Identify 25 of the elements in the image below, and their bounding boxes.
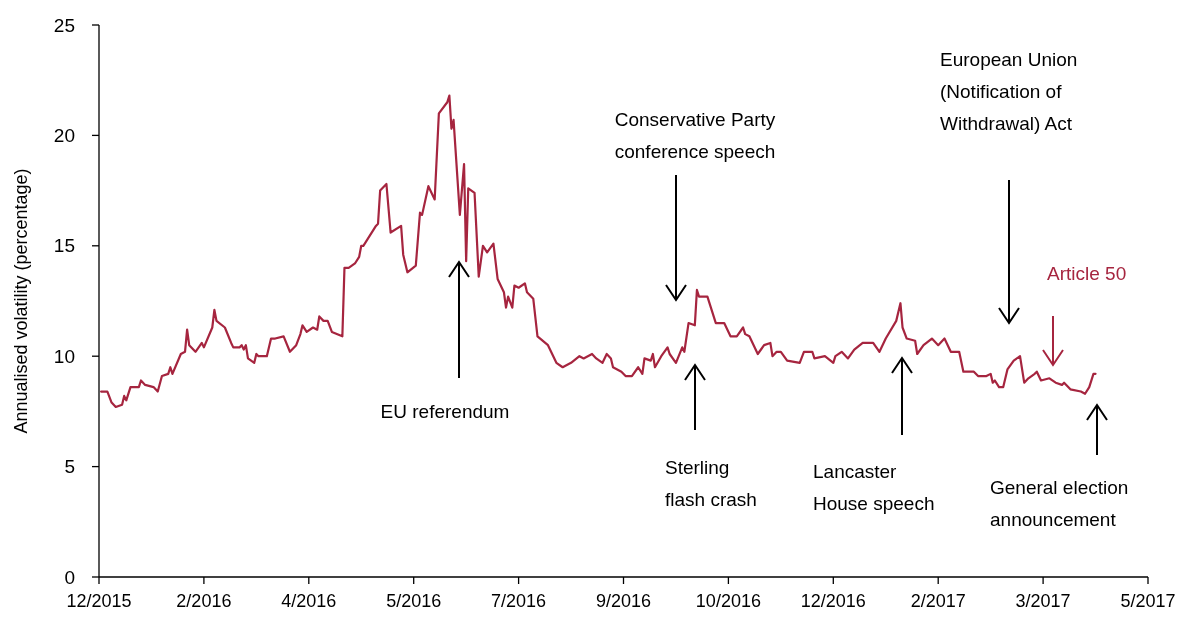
x-tick-label: 2/2016: [176, 591, 232, 611]
x-tick-label: 9/2016: [595, 591, 652, 611]
annotation: Lancaster House speech: [813, 461, 935, 514]
x-tick-label: 3/2017: [1015, 591, 1071, 611]
annotation: EU referendum: [380, 401, 510, 422]
y-tick-label: 0: [64, 566, 75, 588]
annotation: Conservative Party conference speech: [614, 109, 776, 162]
annotation: Sterling flash crash: [665, 457, 757, 510]
x-tick-label: 5/2016: [386, 591, 442, 611]
y-tick-label: 20: [53, 125, 75, 147]
x-tick-label: 5/2017: [1120, 591, 1176, 611]
y-tick-label: 25: [53, 14, 75, 36]
x-tick-label: 12/2015: [66, 591, 132, 611]
x-tick-label: 2/2017: [910, 591, 966, 611]
x-tick-label: 7/2016: [491, 591, 547, 611]
annotation: Article 50: [1047, 263, 1127, 284]
x-tick-label: 12/2016: [800, 591, 866, 611]
y-tick-label: 15: [53, 235, 75, 257]
annotation: General election announcement: [990, 477, 1129, 530]
y-tick-label: 5: [64, 456, 75, 478]
x-tick-label: 4/2016: [281, 591, 337, 611]
x-tick-label: 10/2016: [695, 591, 761, 611]
y-axis-title: Annualised volatility (percentage): [11, 168, 31, 434]
annotation: European Union (Notification of Withdrawal) Act: [940, 49, 1078, 134]
y-tick-label: 10: [53, 345, 75, 367]
